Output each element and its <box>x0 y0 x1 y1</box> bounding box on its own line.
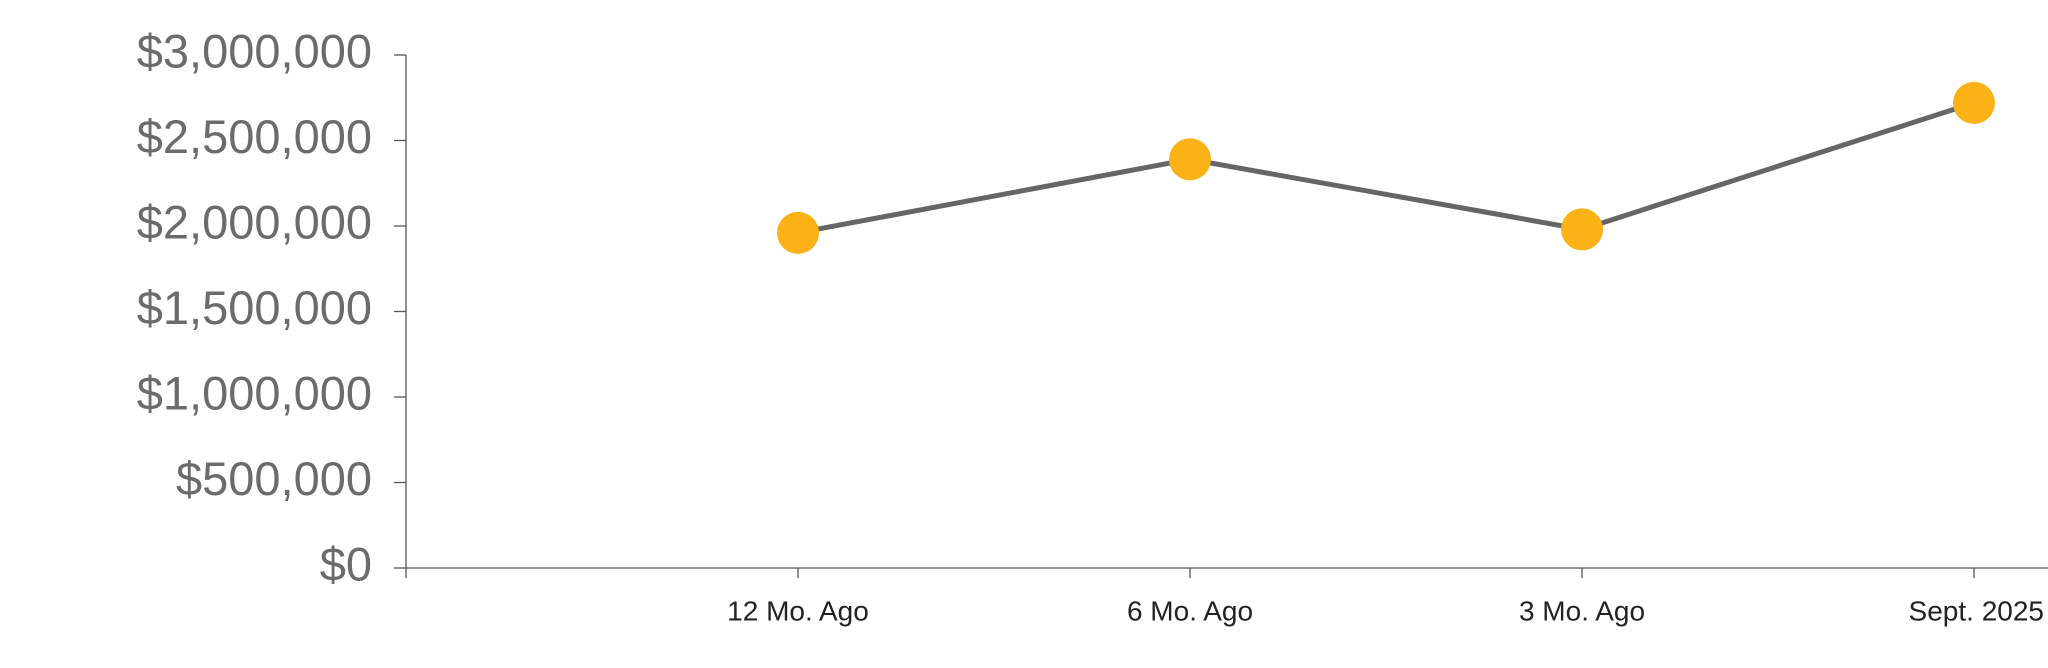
x-tick-label: 3 Mo. Ago <box>1519 595 1645 626</box>
point <box>1561 208 1603 251</box>
y-tick-label: $2,500,000 <box>137 110 372 163</box>
series-line <box>797 100 1975 236</box>
x-tick-label: 6 Mo. Ago <box>1127 595 1253 626</box>
y-tick-label: $1,500,000 <box>137 281 372 334</box>
x-tick-label: Sept. 2025 <box>1909 595 2044 626</box>
y-tick-label: $1,000,000 <box>137 366 372 419</box>
y-tick-label: $2,000,000 <box>137 195 372 248</box>
x-tick-label: 12 Mo. Ago <box>727 595 869 626</box>
y-tick-label: $500,000 <box>176 452 372 505</box>
y-tick-label: $3,000,000 <box>137 24 372 77</box>
point <box>1953 81 1995 124</box>
point <box>1169 138 1211 181</box>
point <box>777 211 819 254</box>
y-tick-label: $0 <box>320 537 372 590</box>
